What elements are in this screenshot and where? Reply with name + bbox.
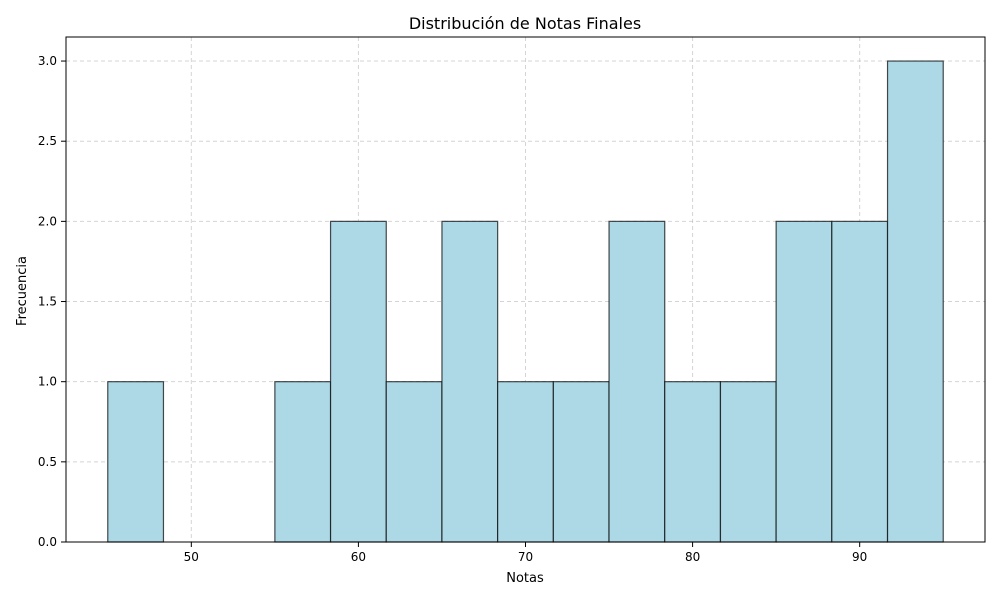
histogram-bar (831, 220, 889, 543)
x-tick-label: 90 (852, 550, 867, 564)
histogram-bar (441, 220, 499, 543)
y-tick-label: 2.5 (38, 134, 57, 148)
y-tick-label: 0.0 (38, 535, 57, 549)
histogram-bar (664, 381, 722, 543)
histogram-bar (497, 381, 554, 543)
y-tick-label: 1.0 (38, 375, 57, 389)
histogram-bar (719, 381, 777, 543)
y-tick-label: 1.5 (38, 295, 57, 309)
ticks: 50 60 70 80 90 0.0 0.5 1.0 1.5 2.0 2.5 3.0 (38, 54, 867, 564)
x-axis-label: Notas (506, 571, 544, 586)
histogram-bar (274, 381, 332, 543)
histogram-bar (552, 381, 610, 543)
histogram-bar (107, 381, 165, 543)
histogram-bar (329, 220, 387, 543)
y-tick-label: 0.5 (38, 455, 57, 469)
x-tick-label: 50 (184, 550, 199, 564)
x-tick-label: 60 (351, 550, 366, 564)
x-tick-label: 80 (685, 550, 700, 564)
histogram-bar (608, 220, 666, 543)
y-tick-label: 3.0 (38, 54, 57, 68)
y-tick-label: 2.0 (38, 214, 57, 228)
y-axis-label: Frecuencia (15, 256, 30, 326)
histogram-bar (886, 60, 944, 543)
histogram-bar (775, 220, 833, 543)
chart-title: Distribución de Notas Finales (409, 14, 641, 33)
bars (107, 60, 944, 543)
histogram-bar (385, 381, 443, 543)
x-tick-label: 70 (518, 550, 533, 564)
